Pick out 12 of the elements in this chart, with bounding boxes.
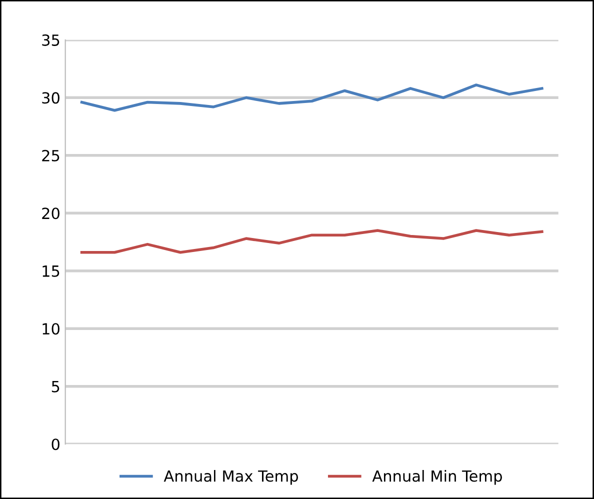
y-tick-label: 20 (42, 208, 60, 220)
legend-label: Annual Max Temp (164, 470, 298, 485)
y-tick-label: 35 (42, 34, 60, 46)
y-tick-label: 30 (42, 92, 60, 104)
legend-label: Annual Min Temp (372, 470, 502, 485)
y-tick-label: 25 (42, 150, 60, 162)
y-tick-label: 0 (52, 438, 60, 450)
y-tick-label: 5 (52, 381, 60, 392)
y-tick-label: 10 (42, 323, 60, 335)
line-series (80, 84, 544, 112)
y-tick-label: 15 (42, 266, 60, 277)
line-series (80, 229, 544, 254)
